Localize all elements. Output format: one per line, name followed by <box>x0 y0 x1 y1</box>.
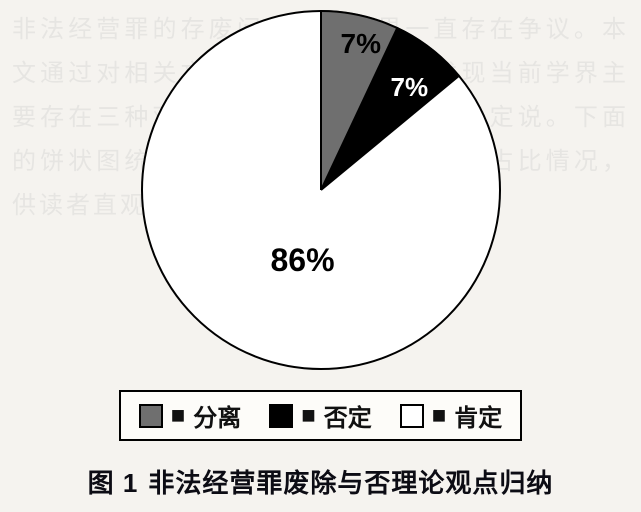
pie-chart: 7% 7% 86% <box>141 10 501 370</box>
figure-caption-text: 非法经营罪废除与否理论观点归纳 <box>148 468 553 498</box>
legend-label-sep: 分离 <box>193 398 241 433</box>
slice-label-pos: 86% <box>271 242 335 279</box>
legend-bullet: ■ <box>301 402 316 430</box>
legend-row: ■分离 ■否定 ■肯定 <box>139 398 503 433</box>
legend-item-neg: ■ 否定 <box>269 398 372 433</box>
pie-chart-figure: 7% 7% 86% ■分离 ■否定 ■肯定 图 1非法经营 <box>0 0 641 500</box>
legend-swatch-neg <box>269 404 293 428</box>
figure-number: 图 1 <box>88 468 139 498</box>
page-root: 非法经营罪的存废问题在理论界一直存在争议。本文通过对相关文献的梳理与归纳，发现当… <box>0 0 641 512</box>
legend-label-pos: 肯定 <box>454 398 502 433</box>
legend-bullet: ■ <box>171 402 186 430</box>
legend-bullet: ■ <box>432 402 447 430</box>
legend-item-sep: ■分离 <box>139 398 242 433</box>
slice-label-sep: 7% <box>341 28 381 60</box>
legend-label-neg: 否定 <box>324 398 372 433</box>
figure-caption: 图 1 非法经营罪废除与否理论观点归纳 <box>0 463 641 500</box>
legend-swatch-pos <box>400 404 424 428</box>
pie-separators <box>141 10 501 370</box>
legend-swatch-sep <box>139 404 163 428</box>
slice-label-neg: 7% <box>391 72 429 103</box>
legend: ■分离 ■否定 ■肯定 <box>119 390 523 441</box>
legend-item-pos: ■肯定 <box>400 398 503 433</box>
